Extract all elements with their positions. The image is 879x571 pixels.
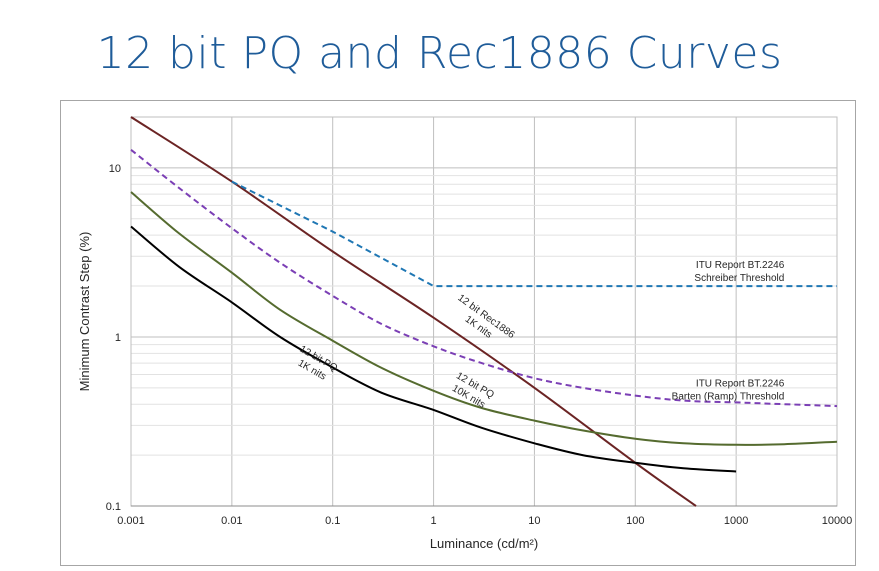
y-tick-label: 1	[115, 332, 121, 344]
chart-frame: 0.001 0.01 0.1 1 10 100 1000 10000 0.1 1 10 12 bit…	[60, 100, 856, 566]
annotation-line: ITU Report BT.2246	[696, 260, 785, 271]
x-tick-label: 0.001	[117, 515, 145, 527]
annotation-line: ITU Report BT.2246	[696, 378, 785, 389]
x-tick-label: 10	[528, 515, 540, 527]
grid-layer	[130, 116, 838, 507]
slide-title: 12 bit PQ and Rec1886 Curves	[96, 28, 783, 79]
y-tick-label: 0.1	[106, 501, 121, 513]
annotation-line: Schreiber Threshold	[694, 273, 784, 284]
tick-layer: 0.001 0.01 0.1 1 10 100 1000 10000 0.1 1 10	[106, 163, 853, 527]
y-tick-label: 10	[109, 163, 121, 175]
x-axis-label: Luminance (cd/m²)	[430, 536, 538, 551]
x-tick-label: 1	[431, 515, 437, 527]
x-tick-label: 1000	[724, 515, 748, 527]
annotation-pq1k: 12 bit PQ1K nits	[291, 344, 339, 386]
annotation-line: Barten (Ramp) Threshold	[672, 391, 785, 402]
series-line-12-bit-pq-10k-nits	[130, 191, 838, 446]
x-tick-label: 0.1	[325, 515, 340, 527]
series-line-itu-report-bt-2246-schreiber-threshold	[231, 180, 837, 288]
annotation-rec1886: 12 bit Rec18861K nits	[448, 293, 517, 352]
series-layer	[130, 116, 838, 507]
series-line-12-bit-pq-1k-nits	[130, 225, 737, 473]
annotation-barten: ITU Report BT.2246 Barten (Ramp) Threshol…	[672, 378, 785, 402]
contrast-step-chart: 0.001 0.01 0.1 1 10 100 1000 10000 0.1 1 10 12 bit…	[77, 116, 853, 551]
x-tick-label: 100	[626, 515, 644, 527]
x-tick-label: 0.01	[221, 515, 242, 527]
annotation-schreiber: ITU Report BT.2246 Schreiber Threshold	[694, 260, 784, 284]
x-tick-label: 10000	[822, 515, 853, 527]
series-line-itu-report-bt-2246-barten-ramp-threshold	[130, 149, 838, 408]
y-axis-label: Minimum Contrast Step (%)	[77, 232, 92, 392]
